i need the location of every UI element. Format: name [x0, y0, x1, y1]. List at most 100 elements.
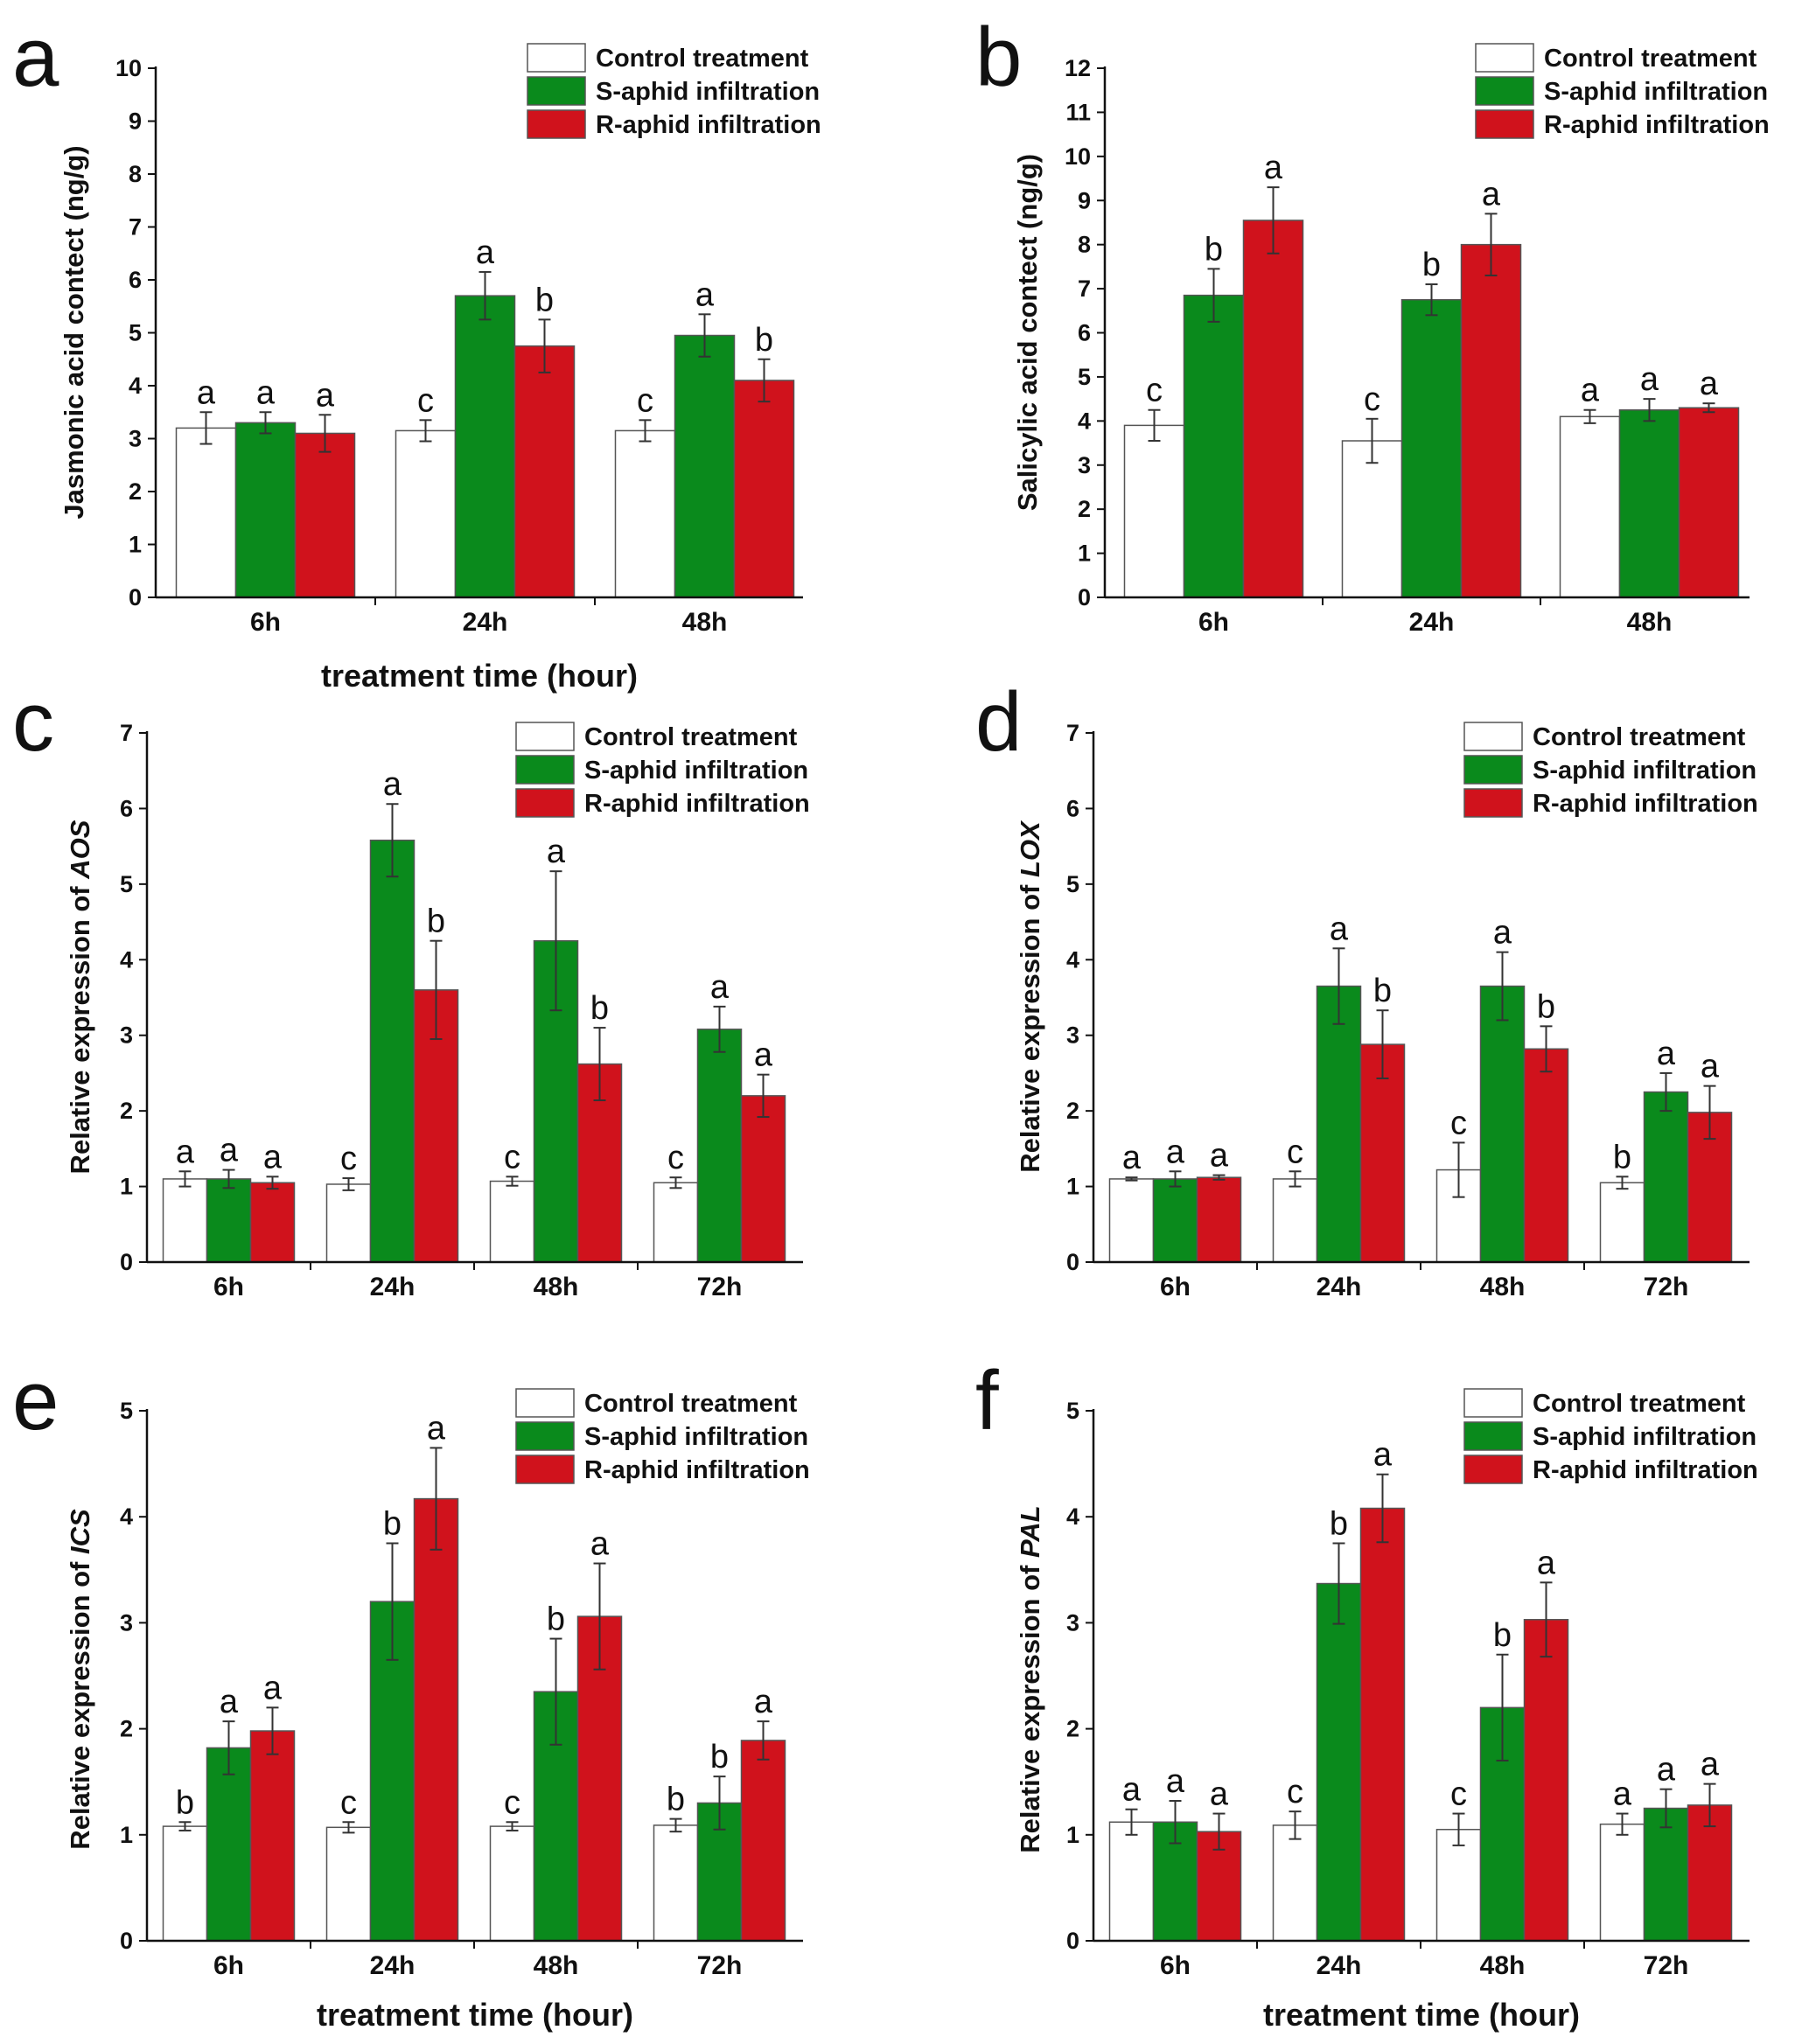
significance-letter: b	[1537, 988, 1555, 1025]
x-tick-label: 24h	[1317, 1273, 1362, 1301]
legend-swatch-r-aphid	[515, 788, 575, 818]
panel-letter: a	[12, 10, 59, 104]
x-tick-label: 24h	[370, 1951, 416, 1980]
significance-letter: c	[1146, 373, 1163, 409]
y-tick-label: 5	[1066, 1398, 1079, 1424]
bar-r-aphid-72h	[740, 1095, 786, 1263]
bar-r-aphid-24h	[513, 345, 576, 598]
legend-label-s-aphid: S-aphid infiltration	[584, 1423, 808, 1451]
significance-letter: a	[710, 969, 730, 1006]
panel-letter: b	[975, 10, 1022, 104]
gene-name: AOS	[65, 820, 95, 880]
legend-swatch-control	[515, 1388, 575, 1418]
y-tick-label: 0	[1066, 1249, 1079, 1275]
x-tick-label: 72h	[1644, 1951, 1689, 1980]
x-tick-label: 24h	[463, 608, 508, 637]
legend-label-r-aphid: R-aphid infiltration	[1544, 111, 1770, 139]
y-axis-title-text: Relative expression of	[1015, 877, 1045, 1173]
bar-r-aphid-24h	[1359, 1043, 1406, 1263]
y-tick-label: 5	[120, 871, 133, 897]
bar-s-aphid-6h	[1183, 294, 1245, 598]
y-tick-label: 6	[129, 267, 142, 293]
bar-control-48h	[614, 429, 676, 598]
legend-swatch-r-aphid	[1463, 788, 1523, 818]
y-axis-title-text: Relative expression of	[1015, 1558, 1045, 1853]
legend-swatch-control	[1475, 43, 1534, 73]
significance-letter: b	[1422, 247, 1441, 283]
y-axis-title-text: Salicylic acid contect (ng/g)	[1012, 154, 1043, 511]
bar-r-aphid-72h	[740, 1740, 786, 1942]
x-axis-title: treatment time (hour)	[1263, 1997, 1580, 2033]
significance-letter: a	[1581, 373, 1600, 409]
significance-letter: a	[427, 1410, 446, 1447]
x-tick-label: 48h	[1480, 1273, 1526, 1301]
x-tick-label: 6h	[1198, 608, 1229, 637]
significance-letter: a	[263, 1670, 283, 1706]
y-tick-label: 0	[1066, 1928, 1079, 1954]
legend-swatch-s-aphid	[527, 76, 586, 106]
significance-letter: a	[1122, 1140, 1142, 1176]
legend-swatch-s-aphid	[515, 755, 575, 785]
significance-letter: a	[547, 834, 566, 870]
significance-letter: a	[1373, 1437, 1393, 1474]
x-tick-label: 72h	[1644, 1273, 1689, 1301]
y-tick-label: 11	[1065, 99, 1091, 125]
y-tick-label: 6	[1066, 795, 1079, 821]
significance-letter: a	[1701, 1747, 1720, 1783]
bar-s-aphid-48h	[674, 334, 736, 598]
significance-letter: c	[1364, 381, 1380, 418]
significance-letter: b	[590, 990, 609, 1027]
y-tick-label: 2	[1066, 1716, 1079, 1742]
y-tick-label: 4	[1066, 946, 1079, 973]
y-axis-title: Relative expression of AOS	[65, 820, 95, 1174]
y-tick-label: 3	[120, 1609, 133, 1636]
y-tick-label: 10	[115, 55, 142, 81]
significance-letter: b	[427, 903, 445, 940]
bar-control-6h	[175, 427, 237, 598]
significance-letter: a	[1330, 910, 1349, 947]
legend-swatch-control	[1463, 1388, 1523, 1418]
significance-letter: b	[176, 1784, 194, 1821]
significance-letter: a	[220, 1133, 239, 1169]
legend-swatch-r-aphid	[527, 109, 586, 139]
x-axis-title: treatment time (hour)	[317, 1997, 633, 2033]
bar-r-aphid-24h	[1460, 243, 1522, 598]
x-axis-title: treatment time (hour)	[321, 658, 638, 694]
bar-control-24h	[1341, 440, 1403, 598]
legend-label-control: Control treatment	[596, 45, 809, 73]
y-tick-label: 7	[129, 214, 142, 241]
y-axis-title-text: Relative expression of	[65, 879, 95, 1175]
y-tick-label: 4	[120, 946, 133, 973]
bar-r-aphid-6h	[249, 1730, 296, 1942]
y-tick-label: 0	[1078, 584, 1091, 610]
significance-letter: a	[1482, 176, 1501, 213]
bar-r-aphid-72h	[1687, 1804, 1733, 1942]
y-tick-label: 4	[129, 373, 142, 399]
y-tick-label: 10	[1065, 143, 1091, 170]
x-tick-label: 6h	[213, 1951, 244, 1980]
significance-letter: a	[1701, 1049, 1720, 1085]
legend-swatch-r-aphid	[1463, 1455, 1523, 1484]
x-tick-label: 48h	[534, 1951, 579, 1980]
y-axis-title: Relative expression of ICS	[65, 1509, 95, 1850]
significance-letter: b	[667, 1782, 685, 1818]
y-tick-label: 2	[1066, 1098, 1079, 1124]
bar-s-aphid-6h	[206, 1178, 252, 1263]
bar-s-aphid-6h	[206, 1747, 252, 1942]
bar-r-aphid-48h	[1678, 407, 1740, 598]
significance-letter: b	[1330, 1506, 1348, 1543]
significance-letter: c	[637, 382, 653, 419]
legend-label-s-aphid: S-aphid infiltration	[1544, 78, 1768, 106]
legend-label-r-aphid: R-aphid infiltration	[584, 1456, 810, 1484]
legend-label-s-aphid: S-aphid infiltration	[1533, 757, 1757, 785]
significance-letter: c	[667, 1140, 684, 1176]
significance-letter: a	[1210, 1776, 1229, 1813]
significance-letter: c	[1287, 1134, 1303, 1170]
bar-r-aphid-6h	[1196, 1176, 1242, 1263]
significance-letter: a	[256, 374, 276, 411]
bar-r-aphid-6h	[1242, 220, 1304, 598]
legend-swatch-r-aphid	[515, 1455, 575, 1484]
y-tick-label: 7	[1066, 720, 1079, 746]
significance-letter: a	[1537, 1545, 1556, 1581]
